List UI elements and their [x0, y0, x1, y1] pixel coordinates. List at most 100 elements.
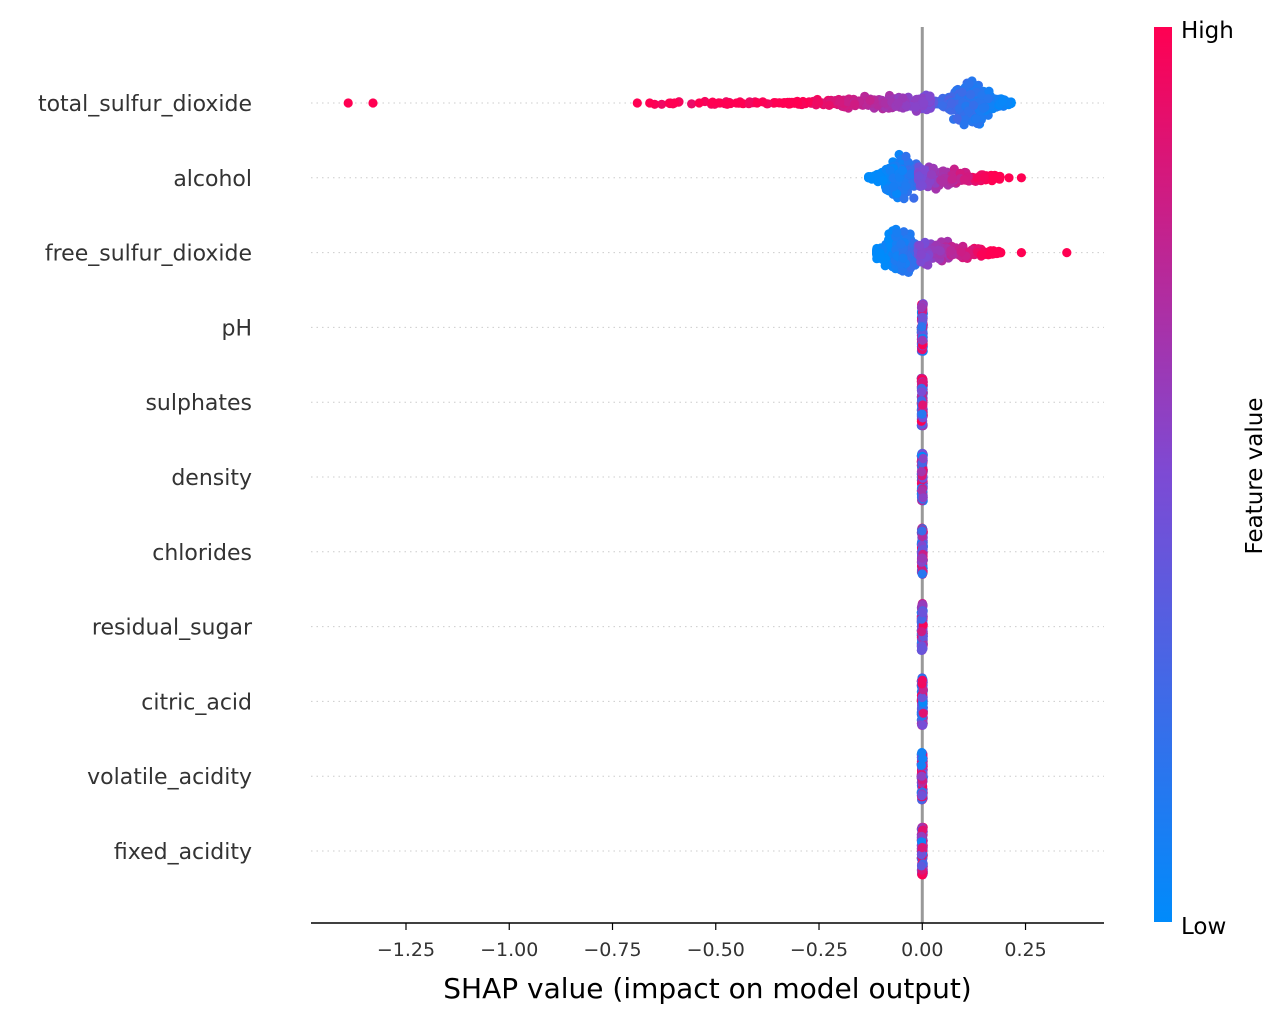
- feature-label: volatile_acidity: [87, 765, 252, 790]
- shap-point: [901, 181, 911, 191]
- shap-point: [368, 98, 378, 108]
- feature-label: fixed_acidity: [114, 840, 252, 865]
- shap-point: [979, 172, 989, 182]
- shap-point: [917, 526, 927, 536]
- shap-point: [1016, 173, 1026, 183]
- shap-point: [917, 335, 928, 345]
- shap-point: [917, 692, 927, 703]
- shap-point: [925, 91, 935, 101]
- shap-point: [917, 771, 927, 781]
- shap-point: [657, 99, 667, 109]
- shap-point: [779, 98, 789, 108]
- shap-point: [343, 98, 353, 108]
- shap-point: [893, 98, 903, 108]
- feature-label: free_sulfur_dioxide: [45, 242, 252, 267]
- feature-label: total_sulfur_dioxide: [38, 92, 252, 117]
- shap-point: [901, 151, 911, 161]
- shap-point: [956, 247, 966, 257]
- shap-point: [881, 184, 891, 195]
- shap-points: [343, 76, 1072, 880]
- shap-point: [916, 250, 926, 260]
- shap-point: [946, 245, 956, 256]
- shap-point: [892, 228, 902, 238]
- shap-point: [917, 608, 928, 618]
- shap-point: [984, 86, 994, 96]
- shap-point: [935, 246, 945, 256]
- shap-point: [937, 101, 948, 111]
- shap-point: [824, 100, 834, 110]
- shap-point: [910, 102, 921, 112]
- shap-point: [927, 170, 937, 180]
- x-axis-title: SHAP value (impact on model output): [443, 972, 971, 1005]
- feature-label: alcohol: [173, 167, 252, 192]
- shap-point: [916, 861, 927, 871]
- shap-point: [892, 189, 902, 199]
- shap-point: [1062, 248, 1072, 258]
- shap-point: [916, 467, 927, 477]
- feature-label: residual_sugar: [92, 616, 253, 641]
- shap-point: [959, 175, 970, 185]
- shap-point: [917, 627, 927, 637]
- shap-point: [707, 98, 717, 108]
- shap-point: [920, 165, 930, 175]
- shap-point: [971, 114, 981, 124]
- shap-point: [966, 89, 976, 100]
- x-tick-label: −0.50: [687, 939, 745, 961]
- row-guide-lines: [311, 102, 1104, 852]
- feature-label: density: [171, 466, 252, 491]
- feature-label: chlorides: [152, 541, 252, 566]
- shap-point: [917, 322, 927, 332]
- shap-point: [938, 177, 948, 187]
- shap-point: [632, 98, 642, 108]
- shap-point: [983, 94, 993, 104]
- x-tick-label: −0.75: [583, 939, 641, 961]
- shap-point: [917, 409, 927, 419]
- shap-point: [723, 98, 733, 108]
- shap-point: [923, 260, 933, 270]
- shap-point: [1016, 248, 1026, 258]
- shap-point: [918, 720, 928, 730]
- x-tick-label: −1.00: [480, 939, 538, 961]
- shap-point: [918, 708, 928, 718]
- shap-point: [694, 98, 704, 108]
- shap-point: [968, 100, 979, 110]
- shap-point: [865, 95, 875, 105]
- colorbar-high-label: High: [1181, 18, 1234, 44]
- shap-point: [885, 165, 895, 176]
- shap-point: [884, 235, 894, 245]
- shap-point: [888, 182, 899, 192]
- shap-point: [919, 98, 929, 108]
- shap-point: [894, 172, 905, 182]
- shap-point: [918, 493, 928, 503]
- shap-point: [896, 239, 906, 249]
- shap-point: [917, 180, 928, 191]
- shap-point: [917, 675, 928, 685]
- shap-point: [976, 250, 987, 260]
- shap-point: [898, 253, 908, 263]
- x-tick-label: 0.00: [901, 939, 943, 961]
- shap-point: [909, 193, 919, 203]
- shap-point: [918, 643, 928, 654]
- shap-point: [906, 169, 916, 179]
- shap-point: [957, 87, 967, 97]
- colorbar-title: Feature value: [1242, 397, 1268, 554]
- shap-point: [917, 569, 927, 579]
- shap-point: [918, 453, 928, 464]
- shap-point: [899, 227, 909, 237]
- shap-point: [972, 173, 982, 183]
- x-axis-ticks: −1.25 −1.00 −0.75 −0.50 −0.25 0.00 0.25: [377, 923, 1047, 961]
- shap-point: [897, 165, 908, 176]
- shap-point: [864, 172, 874, 182]
- x-tick-label: −1.25: [377, 939, 435, 961]
- shap-point: [947, 174, 957, 184]
- shap-point: [687, 99, 697, 109]
- shap-point: [917, 553, 927, 563]
- shap-point: [715, 98, 725, 108]
- shap-point: [918, 400, 928, 410]
- shap-point: [1004, 173, 1014, 183]
- shap-point: [735, 98, 746, 108]
- shap-point: [814, 98, 824, 108]
- feature-label: citric_acid: [141, 690, 252, 715]
